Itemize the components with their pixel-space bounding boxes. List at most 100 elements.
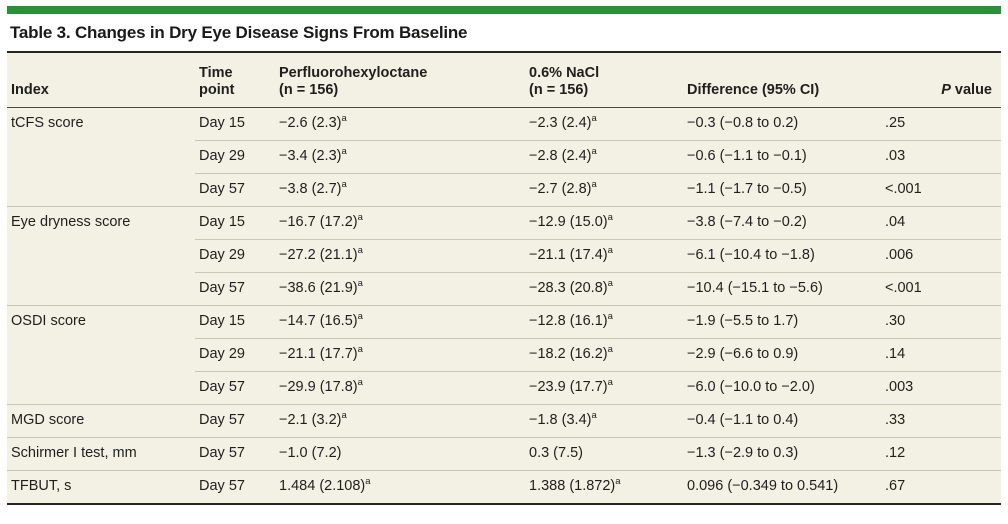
cell-nacl: −23.9 (17.7)a (525, 371, 683, 405)
cell-difference: −2.9 (−6.6 to 0.9) (683, 338, 881, 372)
cell-nacl: −28.3 (20.8)a (525, 272, 683, 306)
cell-index (7, 372, 195, 405)
footnote-marker: a (365, 476, 371, 488)
footnote-marker: a (357, 212, 363, 224)
cell-difference: −3.8 (−7.4 to −0.2) (683, 206, 881, 240)
cell-perfluorohexyloctane: −3.8 (2.7)a (275, 173, 525, 207)
table-row: Day 57 −3.8 (2.7)a −2.7 (2.8)a −1.1 (−1.… (7, 173, 1001, 207)
footnote-marker: a (357, 344, 363, 356)
footnote-marker: a (591, 146, 597, 158)
cell-time-point: Day 57 (195, 437, 275, 471)
cell-difference: −6.1 (−10.4 to −1.8) (683, 239, 881, 273)
cell-index (7, 339, 195, 372)
cell-time-point: Day 57 (195, 371, 275, 405)
cell-nacl: −2.8 (2.4)a (525, 140, 683, 174)
cell-perfluorohexyloctane: −2.6 (2.3)a (279, 113, 347, 131)
cell-nacl: 0.3 (7.5) (525, 437, 683, 471)
cell-index (7, 141, 195, 174)
cell-perfluorohexyloctane: −27.2 (21.1)a (275, 239, 525, 273)
cell-difference: −10.4 (−15.1 to −5.6) (683, 272, 881, 306)
cell-p-value: .30 (881, 305, 1001, 339)
cell-nacl: −12.9 (15.0)a (525, 206, 683, 240)
cell-difference: −0.3 (−0.8 to 0.2) (687, 115, 799, 131)
cell-perfluorohexyloctane: −14.7 (16.5)a (275, 305, 525, 339)
cell-time-point: Day 57 (195, 272, 275, 306)
footnote-marker: a (357, 278, 363, 290)
cell-p-value: .04 (881, 206, 1001, 240)
cell-index: Eye dryness score (7, 206, 195, 240)
table-row: Day 57 −38.6 (21.9)a −28.3 (20.8)a −10.4… (7, 272, 1001, 306)
cell-p-value: .03 (881, 140, 1001, 174)
column-header-p-value: P value (881, 52, 1001, 108)
footnote-marker: a (591, 179, 597, 191)
header-row: Index Time point Perfluorohexyloctane (n… (7, 52, 1001, 108)
cell-perfluorohexyloctane: −21.1 (17.7)a (275, 338, 525, 372)
cell-difference: −0.6 (−1.1 to −0.1) (683, 140, 881, 174)
footnote-marker: a (591, 410, 597, 422)
table-row: Schirmer I test, mm Day 57 −1.0 (7.2) 0.… (7, 437, 1001, 471)
cell-nacl: −18.2 (16.2)a (525, 338, 683, 372)
table-body: tCFS score Day 15 −2.6 (2.3)a −2.3 (2.4)… (7, 108, 1001, 504)
cell-index: TFBUT, s (7, 470, 195, 504)
footnote-marker: a (341, 113, 347, 125)
cell-difference: −1.9 (−5.5 to 1.7) (683, 305, 881, 339)
cell-difference: −6.0 (−10.0 to −2.0) (683, 371, 881, 405)
cell-index: Schirmer I test, mm (7, 437, 195, 471)
cell-difference: −1.1 (−1.7 to −0.5) (683, 173, 881, 207)
table-row: tCFS score Day 15 −2.6 (2.3)a −2.3 (2.4)… (7, 108, 1001, 141)
table-row: MGD score Day 57 −2.1 (3.2)a −1.8 (3.4)a… (7, 404, 1001, 438)
table-header: Index Time point Perfluorohexyloctane (n… (7, 52, 1001, 108)
table-row: Day 57 −29.9 (17.8)a −23.9 (17.7)a −6.0 … (7, 371, 1001, 405)
cell-nacl: −2.7 (2.8)a (525, 173, 683, 207)
table-row: Day 29 −27.2 (21.1)a −21.1 (17.4)a −6.1 … (7, 239, 1001, 273)
cell-nacl: −12.8 (16.1)a (525, 305, 683, 339)
footnote-marker: a (357, 311, 363, 323)
cell-time-point: Day 57 (195, 173, 275, 207)
cell-nacl: −21.1 (17.4)a (525, 239, 683, 273)
cell-index (7, 240, 195, 273)
cell-difference: 0.096 (−0.349 to 0.541) (683, 470, 881, 504)
footnote-marker: a (607, 344, 613, 356)
table-row: Eye dryness score Day 15 −16.7 (17.2)a −… (7, 206, 1001, 240)
cell-p-value: .006 (881, 239, 1001, 273)
footnote-marker: a (341, 146, 347, 158)
dry-eye-signs-table: Index Time point Perfluorohexyloctane (n… (7, 51, 1001, 505)
page: Table 3. Changes in Dry Eye Disease Sign… (7, 6, 1001, 505)
cell-index (7, 174, 195, 207)
table-row: TFBUT, s Day 57 1.484 (2.108)a 1.388 (1.… (7, 470, 1001, 504)
footnote-marker: a (607, 245, 613, 257)
column-header-time-point: Time point (195, 52, 275, 108)
cell-perfluorohexyloctane: 1.484 (2.108)a (275, 470, 525, 504)
cell-p-value: .33 (881, 404, 1001, 438)
footnote-marker: a (607, 212, 613, 224)
cell-nacl: −2.3 (2.4)a (529, 113, 597, 131)
cell-p-value: .003 (881, 371, 1001, 405)
cell-perfluorohexyloctane: −29.9 (17.8)a (275, 371, 525, 405)
cell-index (7, 273, 195, 306)
cell-nacl: −1.8 (3.4)a (525, 404, 683, 438)
footnote-marker: a (341, 410, 347, 422)
cell-index: MGD score (7, 404, 195, 438)
cell-time-point: Day 29 (195, 140, 275, 174)
cell-index: tCFS score (11, 115, 84, 132)
footnote-marker: a (591, 113, 597, 125)
cell-perfluorohexyloctane: −3.4 (2.3)a (275, 140, 525, 174)
cell-time-point: Day 57 (195, 404, 275, 438)
cell-perfluorohexyloctane: −16.7 (17.2)a (275, 206, 525, 240)
cell-index: OSDI score (7, 305, 195, 339)
cell-p-value: .67 (881, 470, 1001, 504)
footnote-marker: a (607, 377, 613, 389)
footnote-marker: a (615, 476, 621, 488)
table-row: OSDI score Day 15 −14.7 (16.5)a −12.8 (1… (7, 305, 1001, 339)
column-header-difference: Difference (95% CI) (683, 52, 881, 108)
cell-time-point: Day 29 (195, 338, 275, 372)
column-header-perfluorohexyloctane: Perfluorohexyloctane (n = 156) (275, 52, 525, 108)
cell-nacl: 1.388 (1.872)a (525, 470, 683, 504)
cell-time-point: Day 29 (195, 239, 275, 273)
footnote-marker: a (607, 278, 613, 290)
cell-perfluorohexyloctane: −38.6 (21.9)a (275, 272, 525, 306)
cell-p-value: .25 (885, 115, 906, 131)
cell-perfluorohexyloctane: −1.0 (7.2) (275, 437, 525, 471)
cell-p-value: .14 (881, 338, 1001, 372)
cell-time-point: Day 15 (195, 206, 275, 240)
